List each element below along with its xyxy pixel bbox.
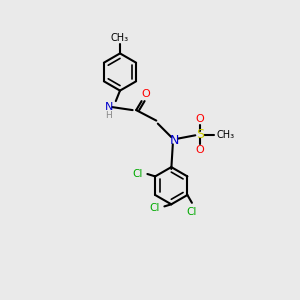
Text: CH₃: CH₃ <box>217 130 235 140</box>
Text: N: N <box>169 134 179 147</box>
Text: O: O <box>142 89 151 99</box>
Text: O: O <box>195 114 204 124</box>
Text: Cl: Cl <box>133 169 143 179</box>
Text: Cl: Cl <box>187 207 197 218</box>
Text: N: N <box>104 102 113 112</box>
Text: S: S <box>196 128 204 141</box>
Text: O: O <box>195 145 204 155</box>
Text: CH₃: CH₃ <box>111 33 129 43</box>
Text: H: H <box>105 111 112 120</box>
Text: Cl: Cl <box>150 203 160 213</box>
